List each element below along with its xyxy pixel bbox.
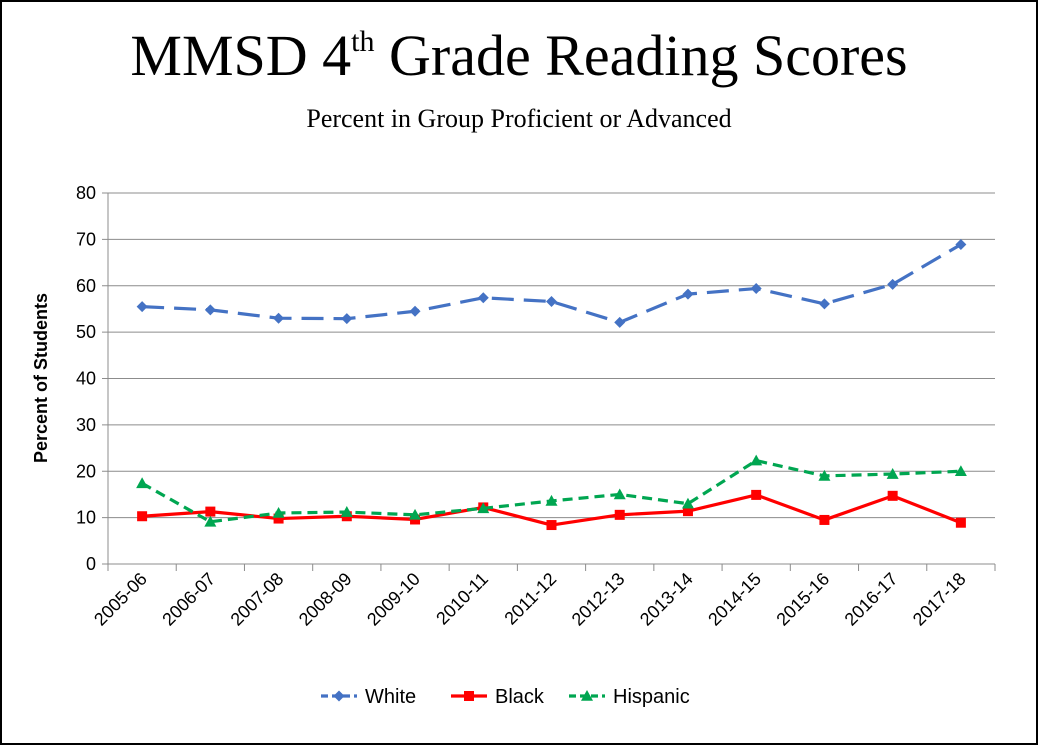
- data-point-black: [205, 506, 216, 517]
- x-tick-label: 2005-06: [90, 569, 151, 630]
- data-point-black: [819, 514, 830, 525]
- y-axis-label: Percent of Students: [31, 293, 51, 463]
- chart-title-main: MMSD 4: [130, 23, 352, 88]
- y-tick-label: 0: [86, 554, 96, 574]
- y-tick-label: 10: [76, 508, 96, 528]
- data-point-hispanic: [409, 508, 422, 520]
- x-tick-label: 2006-07: [158, 569, 219, 630]
- series-group: [136, 238, 967, 531]
- data-point-hispanic: [340, 506, 353, 517]
- legend-label-white: White: [365, 686, 416, 708]
- y-axis-ticks: 0 10 20 30 40 50 60 70 80: [76, 183, 96, 574]
- legend-label-hispanic: Hispanic: [613, 686, 690, 708]
- data-point-hispanic: [136, 477, 149, 489]
- data-point-black: [682, 506, 693, 517]
- data-point-white: [887, 278, 899, 290]
- x-tick-label: 2013-14: [636, 569, 697, 630]
- data-point-white: [818, 298, 830, 310]
- data-point-white: [477, 292, 489, 304]
- data-point-white: [955, 238, 967, 250]
- y-tick-label: 80: [76, 183, 96, 203]
- x-tick-label: 2011-12: [500, 569, 560, 629]
- data-point-black: [887, 490, 898, 501]
- y-tick-label: 20: [76, 461, 96, 481]
- chart-subtitle: Percent in Group Proficient or Advanced: [306, 104, 732, 133]
- x-tick-label: 2012-13: [568, 569, 629, 630]
- data-point-white: [682, 288, 694, 300]
- data-point-hispanic: [613, 488, 626, 500]
- y-tick-label: 40: [76, 369, 96, 389]
- legend-item-hispanic: Hispanic: [569, 686, 690, 708]
- data-point-black: [751, 489, 762, 500]
- data-point-black: [614, 509, 625, 520]
- data-point-white: [136, 301, 148, 313]
- data-point-white: [614, 316, 626, 328]
- data-point-white: [409, 305, 421, 317]
- series-white: [136, 238, 967, 328]
- data-point-hispanic: [477, 502, 490, 514]
- data-point-hispanic: [818, 469, 831, 481]
- data-point-white: [546, 296, 557, 308]
- y-tick-label: 30: [76, 415, 96, 435]
- chart-title: MMSD 4th Grade Reading Scores: [2, 20, 1036, 92]
- legend: White Black Hispanic: [321, 686, 690, 708]
- y-tick-label: 70: [76, 229, 96, 249]
- x-tick-label: 2014-15: [704, 569, 765, 630]
- x-tick-label: 2007-08: [227, 569, 288, 630]
- series-hispanic: [136, 454, 967, 527]
- chart-title-rest: Grade Reading Scores: [374, 23, 908, 88]
- data-point-black: [955, 517, 966, 528]
- data-point-hispanic: [204, 515, 217, 527]
- legend-swatch-marker: [333, 690, 345, 702]
- legend-item-black: Black: [451, 686, 545, 708]
- data-point-white: [750, 283, 762, 295]
- data-point-white: [204, 304, 216, 316]
- data-point-black: [273, 513, 284, 524]
- data-point-white: [273, 312, 285, 324]
- y-tick-label: 60: [76, 276, 96, 296]
- series-line-white: [142, 243, 962, 324]
- series-line-hispanic: [141, 458, 961, 524]
- x-axis-ticks: 2005-06 2006-07 2007-08 2008-09 2009-10 2010-…: [90, 569, 970, 630]
- data-point-white: [341, 313, 353, 325]
- data-point-hispanic: [681, 497, 694, 509]
- x-tick-label: 2010-11: [432, 569, 492, 629]
- data-point-hispanic: [954, 465, 967, 477]
- x-tick-label: 2017-18: [909, 569, 970, 630]
- x-tick-label: 2016-17: [841, 569, 902, 630]
- data-point-hispanic: [272, 506, 285, 518]
- axes: [102, 192, 996, 571]
- legend-item-white: White: [321, 686, 416, 708]
- data-point-black: [137, 511, 148, 522]
- x-tick-label: 2008-09: [295, 569, 356, 630]
- data-point-hispanic: [545, 494, 558, 506]
- legend-swatch-marker: [581, 690, 593, 701]
- data-point-hispanic: [750, 454, 763, 466]
- data-point-hispanic: [886, 468, 899, 479]
- x-tick-label: 2015-16: [772, 569, 833, 630]
- gridlines: [108, 192, 995, 519]
- chart-title-superscript: th: [351, 25, 375, 58]
- data-point-black: [546, 520, 557, 531]
- legend-swatch-marker: [464, 691, 474, 701]
- legend-label-black: Black: [495, 686, 545, 708]
- y-tick-label: 50: [76, 322, 96, 342]
- x-tick-label: 2009-10: [363, 569, 424, 630]
